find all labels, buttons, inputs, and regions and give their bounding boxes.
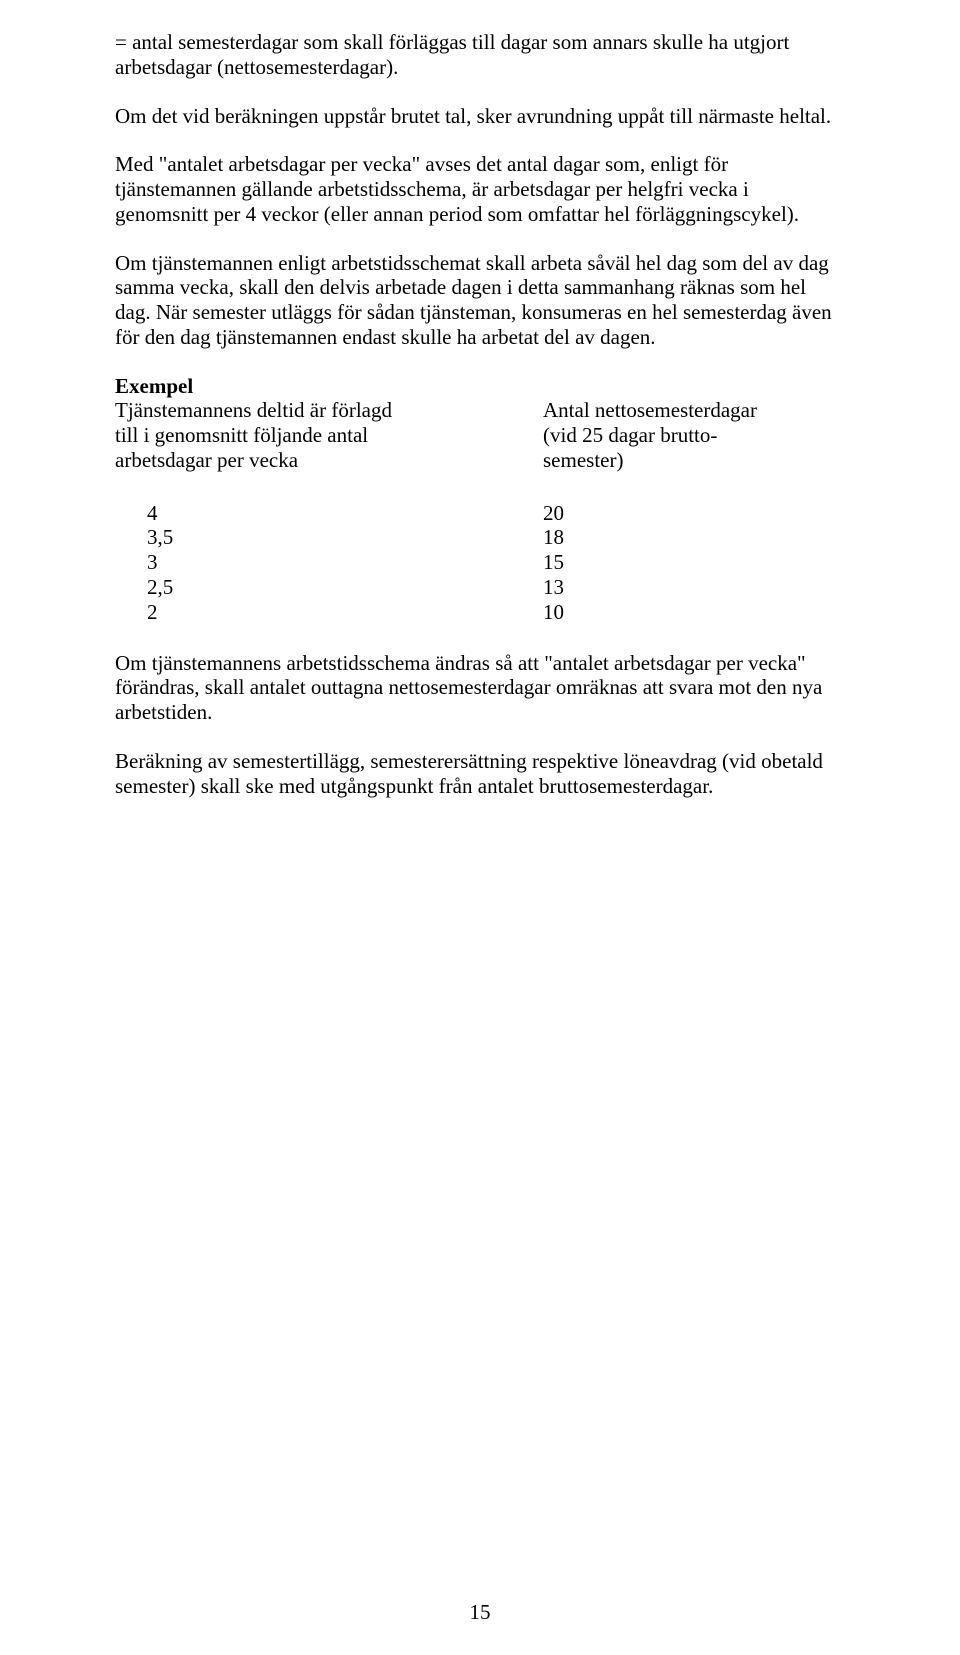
paragraph-6: Beräkning av semestertillägg, semesterer… <box>115 749 845 799</box>
example-block: Exempel Tjänstemannens deltid är förlagd… <box>115 374 845 473</box>
table-row: 4 20 <box>147 501 845 526</box>
document-page: = antal semesterdagar som skall förlägga… <box>0 0 960 1655</box>
example-label: Exempel <box>115 374 193 398</box>
example-left-line2: till i genomsnitt följande antal <box>115 423 368 447</box>
paragraph-3: Med "antalet arbetsdagar per vecka" avse… <box>115 152 845 226</box>
table-row: 2,5 13 <box>147 575 845 600</box>
page-number: 15 <box>0 1600 960 1625</box>
example-right-line3: semester) <box>543 448 623 472</box>
table-cell-right: 18 <box>543 525 564 550</box>
example-right-column: Antal nettosemesterdagar (vid 25 dagar b… <box>543 374 757 473</box>
table-cell-left: 2 <box>147 600 543 625</box>
table-cell-left: 3,5 <box>147 525 543 550</box>
data-table: 4 20 3,5 18 3 15 2,5 13 2 10 <box>147 501 845 625</box>
paragraph-2: Om det vid beräkningen uppstår brutet ta… <box>115 104 845 129</box>
paragraph-1: = antal semesterdagar som skall förlägga… <box>115 30 845 80</box>
example-left-column: Exempel Tjänstemannens deltid är förlagd… <box>115 374 543 473</box>
table-cell-right: 13 <box>543 575 564 600</box>
table-row: 3 15 <box>147 550 845 575</box>
table-row: 3,5 18 <box>147 525 845 550</box>
example-right-line1: Antal nettosemesterdagar <box>543 398 757 422</box>
table-cell-left: 3 <box>147 550 543 575</box>
example-right-line2: (vid 25 dagar brutto- <box>543 423 717 447</box>
table-cell-right: 20 <box>543 501 564 526</box>
example-left-line3: arbetsdagar per vecka <box>115 448 298 472</box>
table-row: 2 10 <box>147 600 845 625</box>
paragraph-4: Om tjänstemannen enligt arbetstidsschema… <box>115 251 845 350</box>
table-cell-left: 2,5 <box>147 575 543 600</box>
table-cell-right: 15 <box>543 550 564 575</box>
table-cell-left: 4 <box>147 501 543 526</box>
example-left-line1: Tjänstemannens deltid är förlagd <box>115 398 392 422</box>
table-cell-right: 10 <box>543 600 564 625</box>
paragraph-5: Om tjänstemannens arbetstidsschema ändra… <box>115 651 845 725</box>
